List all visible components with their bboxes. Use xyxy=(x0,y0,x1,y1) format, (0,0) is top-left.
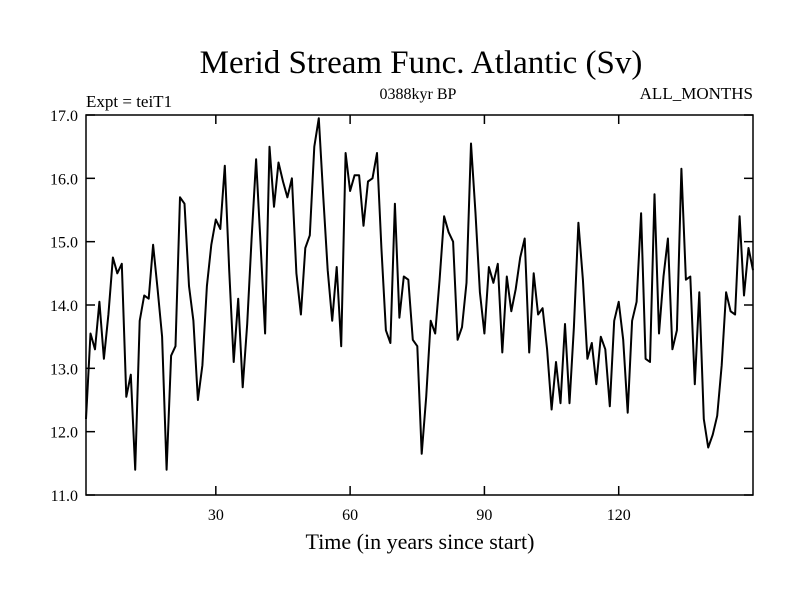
chart-title: Merid Stream Func. Atlantic (Sv) xyxy=(200,45,643,81)
x-tick-label: 90 xyxy=(476,507,492,524)
plot-frame xyxy=(85,114,754,496)
x-tick-label: 30 xyxy=(208,507,224,524)
y-tick-label: 15.0 xyxy=(50,235,78,252)
subtitle-period: 0388kyr BP xyxy=(380,86,457,103)
y-tick-label: 17.0 xyxy=(50,108,78,125)
y-tick-label: 11.0 xyxy=(51,488,78,505)
y-tick-label: 14.0 xyxy=(50,298,78,315)
subtitle-months: ALL_MONTHS xyxy=(640,84,753,103)
x-axis-label: Time (in years since start) xyxy=(306,529,535,554)
y-tick-label: 12.0 xyxy=(50,425,78,442)
data-line xyxy=(85,117,754,471)
y-tick-label: 13.0 xyxy=(50,361,78,378)
x-tick-label: 120 xyxy=(607,507,631,524)
x-axis: 30 60 90 120 xyxy=(208,115,631,524)
subtitle-expt: Expt = teiT1 xyxy=(86,92,172,111)
x-tick-label: 60 xyxy=(342,507,358,524)
y-tick-label: 16.0 xyxy=(50,171,78,188)
